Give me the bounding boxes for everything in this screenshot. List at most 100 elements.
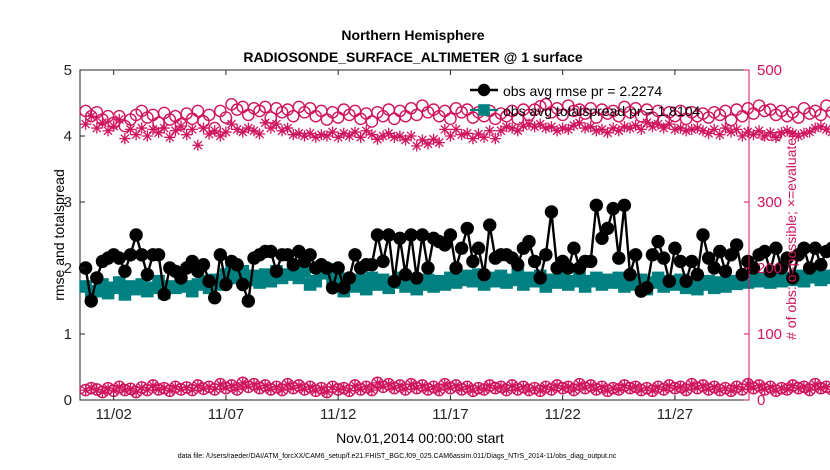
evaluated-point <box>298 383 311 396</box>
evaluated-point <box>607 382 619 394</box>
evaluated-point <box>652 118 664 130</box>
evaluated-point <box>736 130 748 142</box>
rmse-point <box>802 261 817 275</box>
rmse-point <box>454 241 469 255</box>
evaluated-point <box>601 127 614 139</box>
evaluated-point <box>433 384 445 396</box>
evaluated-point <box>265 383 277 396</box>
rmse-point <box>348 248 362 262</box>
evaluated-point <box>181 381 193 394</box>
evaluated-point <box>186 384 198 396</box>
evaluated-point <box>792 130 804 142</box>
evaluated-point <box>798 381 810 393</box>
evaluated-point <box>809 122 821 134</box>
rmse-point <box>561 261 575 275</box>
evaluated-point <box>478 383 490 396</box>
evaluated-point <box>489 133 501 145</box>
legend-label-rmse: obs avg rmse pr = 2.2274 <box>503 83 662 99</box>
evaluated-point <box>680 125 692 137</box>
possible-point <box>612 109 626 123</box>
chart-title-line2: RADIOSONDE_SURFACE_ALTIMETER @ 1 surface <box>243 49 583 65</box>
evaluated-point <box>141 130 153 142</box>
evaluated-point <box>136 122 148 134</box>
evaluated-point <box>450 379 462 392</box>
evaluated-point <box>209 125 221 137</box>
evaluated-point <box>197 122 210 134</box>
evaluated-point <box>91 122 103 134</box>
y2-axis-label: # of obs: o=possible; ×=evaluated <box>783 130 799 340</box>
rmse-point <box>269 264 284 278</box>
rmse-point <box>449 261 463 275</box>
evaluated-point <box>478 131 490 143</box>
rmse-point <box>303 248 317 262</box>
evaluated-point <box>725 385 737 397</box>
rmse-point <box>656 251 671 265</box>
rmse-point <box>662 274 677 288</box>
rmse-point <box>129 228 143 242</box>
possible-point <box>286 109 300 123</box>
evaluated-point <box>674 381 687 393</box>
evaluated-point <box>809 378 821 390</box>
evaluated-point <box>427 133 440 145</box>
evaluated-point <box>147 123 159 135</box>
rmse-point <box>140 267 155 282</box>
evaluated-point <box>276 125 288 137</box>
possible-point <box>444 112 457 126</box>
evaluated-point <box>686 123 698 135</box>
y-axis-label: rmse and totalspread <box>51 169 67 301</box>
evaluated-point <box>96 386 109 398</box>
evaluated-point <box>585 379 597 392</box>
evaluated-point <box>338 382 350 394</box>
evaluated-point <box>697 125 709 137</box>
evaluated-point <box>96 117 109 129</box>
evaluated-point <box>310 131 322 143</box>
evaluated-point <box>332 131 344 143</box>
evaluated-point <box>411 382 423 394</box>
evaluated-point <box>220 126 232 138</box>
evaluated-point <box>192 139 204 151</box>
rmse-point <box>825 241 830 255</box>
evaluated-point <box>130 129 142 141</box>
evaluated-point <box>781 125 793 137</box>
evaluated-point <box>456 129 468 141</box>
evaluated-point <box>304 127 316 139</box>
y2-tick-label: 400 <box>757 128 782 145</box>
evaluated-point <box>80 384 92 396</box>
rmse-point <box>600 221 615 236</box>
evaluated-point <box>747 129 760 141</box>
rmse-point <box>797 241 811 255</box>
evaluated-point <box>540 381 552 393</box>
evaluated-point <box>613 125 625 137</box>
rmse-point <box>483 218 497 232</box>
axis-ticks: 11/02 11/07 11/12 11/17 11/22 11/27 0 1 2 3 4 5 0 100… <box>64 62 782 423</box>
rmse-point <box>701 251 716 265</box>
evaluated-point <box>770 385 782 397</box>
rmse-point <box>213 248 228 262</box>
rmse-point <box>393 231 407 246</box>
evaluated-point <box>439 123 451 135</box>
evaluated-point <box>298 130 311 142</box>
evaluated-point <box>360 381 372 393</box>
x-tick-label: 11/02 <box>95 406 131 423</box>
evaluated-point <box>231 383 243 396</box>
y2-tick-label: 0 <box>757 392 765 409</box>
rmse-point <box>774 261 789 275</box>
evaluated-point <box>804 384 816 396</box>
y2-tick-label: 300 <box>757 194 782 211</box>
evaluated-point <box>366 129 378 141</box>
evaluated-point <box>332 383 344 396</box>
evaluated-point <box>529 382 541 394</box>
series-3 <box>80 110 830 152</box>
evaluated-point <box>596 123 608 135</box>
evaluated-point <box>225 118 238 130</box>
rmse-point <box>438 238 452 252</box>
rmse-point <box>370 228 385 242</box>
evaluated-point <box>186 123 198 135</box>
evaluated-point <box>461 127 473 139</box>
evaluated-point <box>534 118 546 130</box>
evaluated-point <box>282 378 294 390</box>
evaluated-point <box>613 383 625 396</box>
evaluated-point <box>495 125 507 137</box>
rmse-point <box>415 228 430 242</box>
evaluated-point <box>158 122 170 134</box>
